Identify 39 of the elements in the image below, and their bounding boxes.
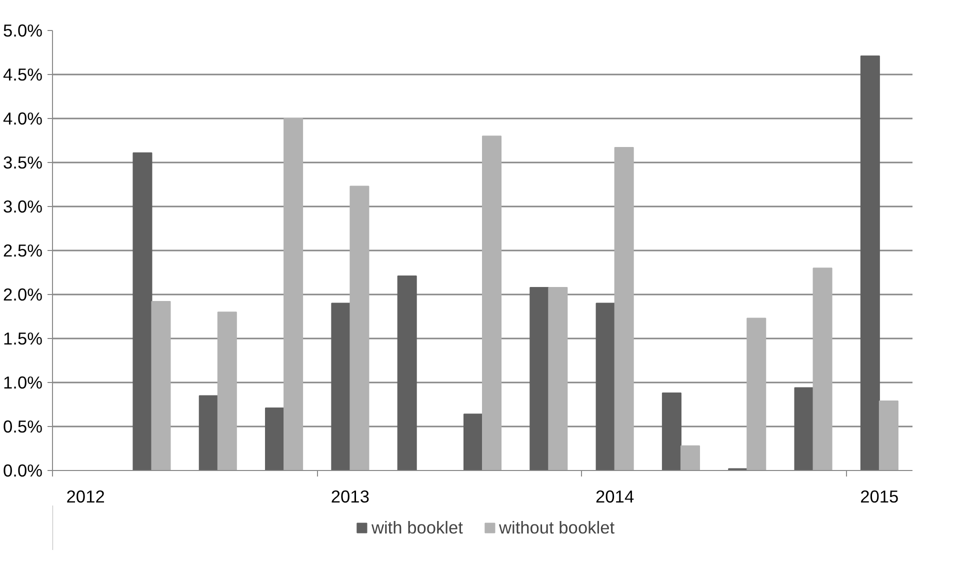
bar bbox=[132, 152, 152, 470]
bar bbox=[331, 302, 351, 470]
bar bbox=[680, 445, 700, 470]
bar bbox=[198, 395, 218, 470]
bar bbox=[151, 301, 171, 470]
bar bbox=[217, 312, 237, 470]
y-tick-label: 4.5% bbox=[3, 64, 43, 84]
x-tick-label: 2012 bbox=[66, 486, 105, 506]
bar bbox=[548, 286, 568, 470]
x-tick-label: 2014 bbox=[596, 486, 634, 506]
bar bbox=[596, 302, 616, 470]
y-tick-label: 5.0% bbox=[3, 20, 43, 40]
bar bbox=[482, 136, 502, 470]
y-tick-label: 4.0% bbox=[3, 108, 43, 128]
bar bbox=[350, 186, 370, 470]
y-tick-label: 3.5% bbox=[3, 152, 43, 172]
bar bbox=[812, 268, 832, 470]
y-tick-label: 0.5% bbox=[3, 416, 43, 436]
y-tick-label: 1.0% bbox=[3, 372, 43, 392]
y-tick-label: 2.5% bbox=[3, 240, 43, 260]
bar bbox=[662, 392, 682, 470]
bar bbox=[878, 400, 898, 470]
bar bbox=[530, 286, 550, 470]
legend-label: without booklet bbox=[498, 517, 615, 538]
x-tick-label: 2015 bbox=[860, 486, 899, 506]
bar bbox=[284, 118, 304, 470]
bar bbox=[860, 56, 880, 470]
y-tick-label: 3.0% bbox=[3, 196, 43, 216]
bar bbox=[614, 147, 634, 470]
bar bbox=[397, 276, 417, 470]
legend-label: with booklet bbox=[371, 517, 463, 538]
bar bbox=[463, 414, 483, 470]
bar bbox=[746, 318, 766, 470]
y-tick-label: 2.0% bbox=[3, 284, 43, 304]
bar bbox=[794, 387, 814, 470]
bar bbox=[265, 408, 285, 470]
y-tick-label: 1.5% bbox=[3, 328, 43, 348]
x-tick-label: 2013 bbox=[330, 486, 370, 506]
y-tick-label: 0.0% bbox=[3, 460, 43, 480]
